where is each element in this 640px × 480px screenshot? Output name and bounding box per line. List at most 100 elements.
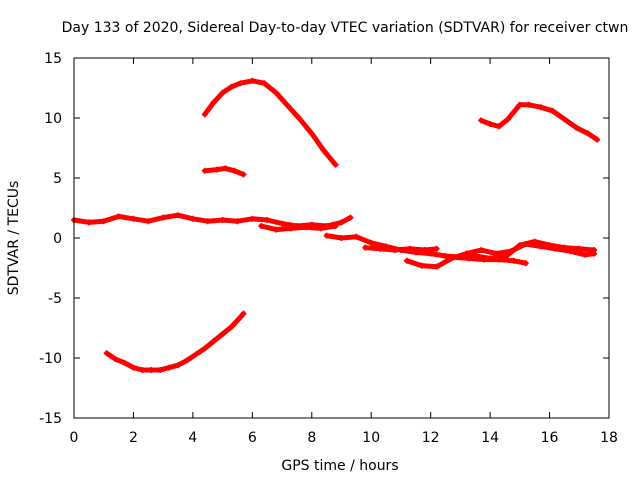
data-point <box>166 364 173 371</box>
data-point <box>594 136 601 143</box>
data-point <box>175 212 182 219</box>
data-point <box>561 116 568 123</box>
data-point <box>392 247 398 253</box>
data-point <box>201 345 208 352</box>
data-point <box>421 247 428 253</box>
x-tick-label: 8 <box>307 430 316 446</box>
data-point <box>406 245 413 252</box>
data-point <box>522 260 529 267</box>
data-point <box>296 116 303 123</box>
data-point <box>507 248 514 255</box>
x-tick-label: 14 <box>481 430 499 446</box>
data-point <box>496 256 503 263</box>
data-point <box>112 356 119 363</box>
series-layer <box>71 77 601 373</box>
data-point <box>249 77 256 84</box>
ticks-layer: 0 2 4 6 8 10 12 14 16 18 -15 -10 -5 0 5 10 15 <box>39 51 618 446</box>
x-tick-label: 12 <box>422 430 440 446</box>
data-point <box>377 245 384 252</box>
data-point <box>338 219 345 226</box>
data-point <box>234 218 241 225</box>
data-point <box>481 256 488 263</box>
series-line-arc-8 <box>202 165 246 177</box>
data-point <box>222 165 229 172</box>
plot-frame <box>73 57 610 419</box>
y-tick-label: -5 <box>48 291 62 307</box>
data-point <box>516 101 523 108</box>
data-point <box>231 167 238 174</box>
data-point <box>213 166 220 173</box>
data-point <box>285 103 291 109</box>
data-point <box>525 101 532 108</box>
series-line-arc-9 <box>478 102 600 143</box>
chart-title: Day 133 of 2020, Sidereal Day-to-day VTE… <box>62 20 629 36</box>
x-tick-label: 4 <box>188 430 197 446</box>
data-point <box>273 226 280 233</box>
x-tick-label: 2 <box>129 430 138 446</box>
data-point <box>362 244 369 251</box>
data-point <box>433 245 440 252</box>
data-point <box>466 255 473 262</box>
data-point <box>130 364 137 371</box>
data-point <box>201 167 208 174</box>
data-point <box>549 107 556 114</box>
data-point <box>332 223 339 229</box>
data-point <box>219 331 226 337</box>
y-tick-label: 15 <box>44 51 62 67</box>
data-point <box>338 235 345 241</box>
data-point <box>258 223 265 229</box>
data-point <box>451 254 458 261</box>
data-point <box>368 239 375 246</box>
data-point <box>121 359 128 366</box>
data-point <box>537 243 544 250</box>
x-tick-label: 0 <box>70 430 79 446</box>
y-tick-label: 10 <box>44 111 62 127</box>
data-point <box>183 357 190 364</box>
data-point <box>585 130 592 137</box>
data-point <box>537 104 544 111</box>
data-point <box>237 314 244 321</box>
data-point <box>219 89 226 96</box>
data-point <box>504 116 511 123</box>
data-point <box>210 99 217 106</box>
data-point <box>323 232 330 239</box>
data-point <box>510 257 517 264</box>
data-point <box>332 161 339 168</box>
data-point <box>463 250 470 257</box>
data-point <box>403 257 410 264</box>
data-point <box>189 215 196 222</box>
data-point <box>228 323 235 330</box>
data-point <box>442 253 449 259</box>
y-tick-label: -10 <box>39 351 62 367</box>
data-point <box>249 215 256 222</box>
y-tick-label: 5 <box>53 171 62 187</box>
data-point <box>219 217 226 223</box>
series-line-arc-2 <box>258 223 339 233</box>
data-point <box>582 251 589 258</box>
data-point <box>478 117 485 124</box>
data-point <box>103 350 110 357</box>
y-axis-label: SDTVAR / TECUs <box>6 181 22 296</box>
data-point <box>287 225 294 232</box>
data-point <box>240 310 247 317</box>
data-point <box>175 362 182 369</box>
data-point <box>115 213 122 220</box>
data-point <box>130 215 137 222</box>
data-point <box>353 233 360 240</box>
data-point <box>320 147 327 154</box>
y-tick-label: 0 <box>53 231 62 247</box>
data-point <box>279 220 286 227</box>
data-point <box>433 263 440 270</box>
data-point <box>317 225 324 232</box>
data-point <box>201 111 208 118</box>
series-line-arc-10 <box>104 311 246 373</box>
data-point <box>496 123 503 130</box>
data-point <box>493 250 500 257</box>
x-axis-label: GPS time / hours <box>281 458 398 474</box>
data-point <box>522 241 529 247</box>
data-point <box>487 121 494 127</box>
data-point <box>418 262 425 269</box>
data-point <box>240 171 247 178</box>
data-point <box>567 248 574 255</box>
